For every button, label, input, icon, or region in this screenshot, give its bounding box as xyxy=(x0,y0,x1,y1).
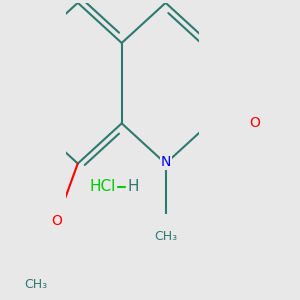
Text: CH₃: CH₃ xyxy=(154,230,177,244)
Text: N: N xyxy=(160,155,171,170)
Text: CH₃: CH₃ xyxy=(25,278,48,291)
Text: HCl: HCl xyxy=(90,179,116,194)
Text: O: O xyxy=(51,214,62,228)
Text: H: H xyxy=(127,179,139,194)
Text: O: O xyxy=(249,116,260,130)
